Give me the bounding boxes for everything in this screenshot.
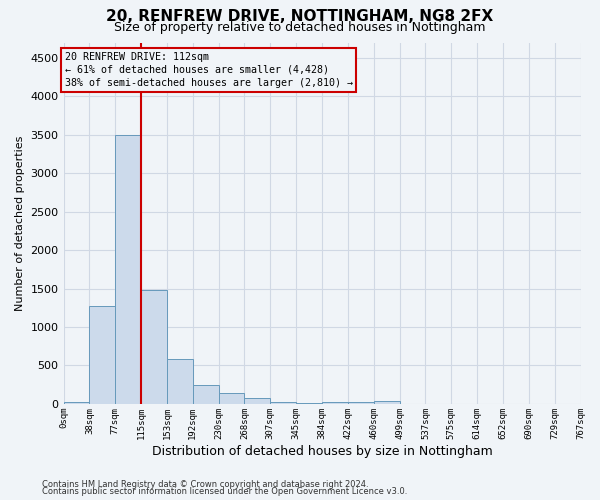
Text: 20, RENFREW DRIVE, NOTTINGHAM, NG8 2FX: 20, RENFREW DRIVE, NOTTINGHAM, NG8 2FX bbox=[106, 9, 494, 24]
Bar bbox=[167, 360, 193, 404]
X-axis label: Distribution of detached houses by size in Nottingham: Distribution of detached houses by size … bbox=[152, 444, 493, 458]
Bar bbox=[218, 393, 244, 404]
Text: Contains HM Land Registry data © Crown copyright and database right 2024.: Contains HM Land Registry data © Crown c… bbox=[42, 480, 368, 489]
Bar bbox=[141, 290, 167, 404]
Bar bbox=[244, 398, 271, 404]
Bar bbox=[348, 402, 374, 404]
Y-axis label: Number of detached properties: Number of detached properties bbox=[15, 136, 25, 311]
Bar bbox=[115, 135, 141, 404]
Bar bbox=[64, 402, 89, 404]
Bar bbox=[193, 384, 218, 404]
Bar bbox=[374, 401, 400, 404]
Bar bbox=[271, 402, 296, 404]
Bar bbox=[296, 403, 322, 404]
Bar bbox=[89, 306, 115, 404]
Text: Contains public sector information licensed under the Open Government Licence v3: Contains public sector information licen… bbox=[42, 488, 407, 496]
Text: 20 RENFREW DRIVE: 112sqm
← 61% of detached houses are smaller (4,428)
38% of sem: 20 RENFREW DRIVE: 112sqm ← 61% of detach… bbox=[65, 52, 353, 88]
Text: Size of property relative to detached houses in Nottingham: Size of property relative to detached ho… bbox=[114, 21, 486, 34]
Bar bbox=[322, 402, 348, 404]
